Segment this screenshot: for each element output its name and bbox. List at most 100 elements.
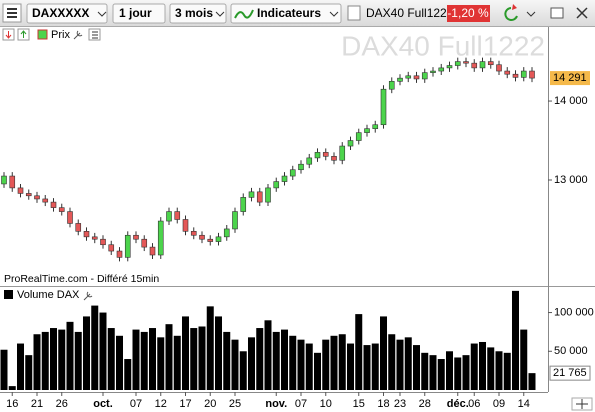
volume-bar xyxy=(281,329,288,390)
current-volume: 21 765 xyxy=(553,367,587,379)
x-tick-label: 07 xyxy=(295,398,307,410)
candle-body xyxy=(1,175,7,185)
volume-bar xyxy=(173,335,181,390)
volume-legend: Volume DAX xyxy=(17,289,80,301)
volume-bar xyxy=(248,337,255,390)
volume-bar xyxy=(421,352,429,390)
y-tick-label: 50 000 xyxy=(554,345,588,357)
wrench-icon[interactable] xyxy=(83,291,93,301)
candle-body xyxy=(471,62,478,69)
candle-body xyxy=(207,238,214,242)
candle-body xyxy=(397,77,403,82)
candle-body xyxy=(75,223,82,232)
volume-bar xyxy=(396,339,404,390)
x-tick-label: 20 xyxy=(204,398,216,410)
period-button[interactable] xyxy=(112,3,166,24)
volume-bar xyxy=(380,316,387,390)
candle-body xyxy=(108,244,115,252)
symbol: DAXXXXX xyxy=(32,6,89,20)
candle-body xyxy=(215,236,222,242)
dropdown xyxy=(329,11,339,17)
volume-bar xyxy=(272,331,280,390)
instrument: DAX40 Full1222 xyxy=(366,6,454,20)
candle-body xyxy=(182,219,189,232)
candle-body xyxy=(520,70,527,78)
close-icon[interactable] xyxy=(576,7,588,19)
candle-body xyxy=(273,181,280,189)
candle-body xyxy=(42,198,49,203)
volume-bar xyxy=(66,321,74,390)
candle-body xyxy=(463,61,469,64)
symbol-button[interactable] xyxy=(26,3,108,24)
candle-body xyxy=(174,211,181,220)
doc-icon[interactable] xyxy=(347,5,361,21)
refresh-icon[interactable] xyxy=(504,7,518,21)
candle-body xyxy=(364,128,370,133)
volume-bar xyxy=(41,331,49,390)
candle-body xyxy=(355,132,362,141)
volume-bar xyxy=(165,324,173,390)
volume-bar xyxy=(520,329,528,390)
volume-bar xyxy=(124,359,132,390)
range: 3 mois xyxy=(175,6,213,20)
volume-bar xyxy=(487,347,495,390)
candle-body xyxy=(199,234,205,240)
menu-icon xyxy=(7,8,17,18)
volume-bar xyxy=(495,351,503,390)
candle-body xyxy=(339,145,346,161)
x-tick-label: 25 xyxy=(229,398,241,410)
candle-body xyxy=(91,236,98,240)
x-tick-label: 12 xyxy=(155,398,167,410)
volume-bar xyxy=(132,329,140,390)
wrench-icon[interactable] xyxy=(73,30,83,40)
volume-bar xyxy=(264,320,272,390)
period: 1 jour xyxy=(119,6,152,20)
candle-body xyxy=(380,88,387,126)
volume-bar xyxy=(8,386,16,390)
volume-bar xyxy=(206,306,214,390)
volume-bar xyxy=(140,331,148,390)
volume-bar xyxy=(17,343,24,390)
volume-bar xyxy=(58,329,66,390)
candle-body xyxy=(240,197,247,212)
volume-bar xyxy=(25,355,33,390)
volume-bar xyxy=(149,328,156,390)
candle-body xyxy=(347,140,354,147)
volume-bar xyxy=(231,339,239,390)
candle-body xyxy=(265,187,271,203)
indicators: Indicateurs xyxy=(257,6,321,20)
candle-body xyxy=(322,152,329,157)
candle-body xyxy=(479,61,486,69)
candle-body xyxy=(388,81,395,90)
volume-bar xyxy=(404,337,412,390)
candle-body xyxy=(17,187,24,194)
x-tick-label: 21 xyxy=(31,398,43,410)
candle-body xyxy=(124,234,131,258)
dropdown xyxy=(526,11,536,17)
change: -1,20 % xyxy=(447,6,489,20)
indicators-button[interactable] xyxy=(230,3,342,24)
candle-body xyxy=(430,70,436,73)
up-icon xyxy=(20,30,27,38)
window-icon[interactable] xyxy=(550,7,564,19)
volume-bar xyxy=(347,343,354,390)
candle-body xyxy=(529,70,535,79)
candle-body xyxy=(504,70,511,75)
candle-body xyxy=(100,238,106,246)
candle-body xyxy=(496,64,502,72)
candle-body xyxy=(256,191,263,203)
x-tick-label: nov. xyxy=(265,398,287,410)
candle-body xyxy=(454,61,461,66)
volume-bar xyxy=(182,316,189,390)
volume-bar xyxy=(0,349,8,390)
current-price-box xyxy=(550,71,590,86)
volume-bar xyxy=(330,335,338,390)
candle-body xyxy=(116,250,123,258)
volume-bar xyxy=(314,352,321,390)
source-note: ProRealTime.com - Différé 15min xyxy=(4,273,159,285)
range-button[interactable] xyxy=(169,3,227,24)
candle-body xyxy=(314,152,321,159)
volume-bar xyxy=(256,328,264,390)
x-tick-label: 16 xyxy=(6,398,18,410)
